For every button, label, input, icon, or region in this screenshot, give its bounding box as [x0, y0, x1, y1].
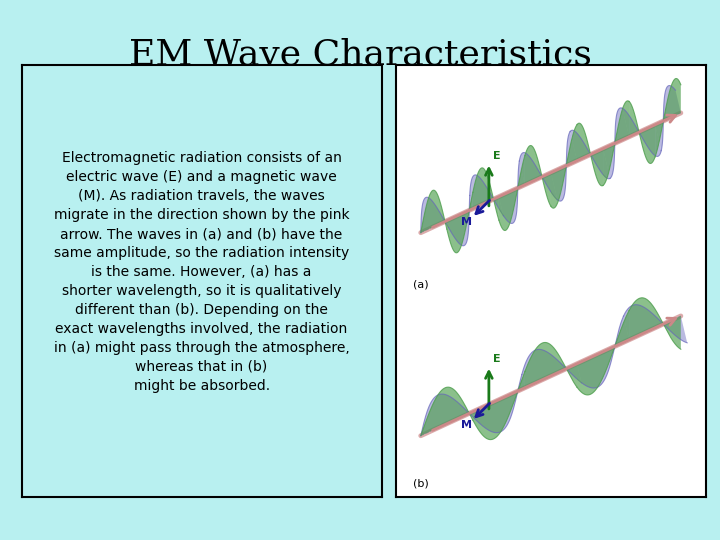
Polygon shape: [603, 101, 629, 185]
Text: Electromagnetic radiation consists of an
electric wave (E) and a magnetic wave
(: Electromagnetic radiation consists of an…: [54, 151, 349, 393]
Polygon shape: [629, 298, 681, 349]
Text: EM Wave Characteristics: EM Wave Characteristics: [129, 38, 591, 72]
Polygon shape: [473, 372, 525, 440]
Polygon shape: [420, 387, 473, 436]
Polygon shape: [624, 305, 687, 343]
Text: (b): (b): [413, 478, 429, 488]
Polygon shape: [622, 108, 661, 157]
Polygon shape: [499, 161, 525, 224]
Polygon shape: [469, 175, 503, 215]
Polygon shape: [629, 102, 655, 164]
Polygon shape: [525, 145, 551, 206]
Polygon shape: [577, 123, 603, 186]
Text: (a): (a): [413, 279, 428, 289]
Polygon shape: [655, 85, 681, 151]
Polygon shape: [570, 130, 610, 179]
Text: E: E: [492, 354, 500, 363]
Polygon shape: [522, 349, 582, 388]
Polygon shape: [420, 197, 449, 233]
Polygon shape: [473, 168, 499, 220]
Text: M: M: [461, 420, 472, 429]
Polygon shape: [577, 310, 629, 395]
Polygon shape: [447, 195, 473, 246]
Polygon shape: [551, 125, 577, 208]
Polygon shape: [551, 132, 577, 201]
Polygon shape: [519, 153, 557, 200]
Polygon shape: [447, 192, 473, 253]
Polygon shape: [603, 108, 629, 178]
Polygon shape: [655, 78, 681, 157]
Polygon shape: [473, 375, 525, 433]
Polygon shape: [577, 316, 629, 388]
Polygon shape: [420, 394, 474, 436]
Polygon shape: [499, 156, 525, 231]
Polygon shape: [420, 190, 447, 233]
Text: M: M: [461, 217, 472, 226]
Text: E: E: [492, 151, 500, 160]
Polygon shape: [525, 342, 577, 388]
